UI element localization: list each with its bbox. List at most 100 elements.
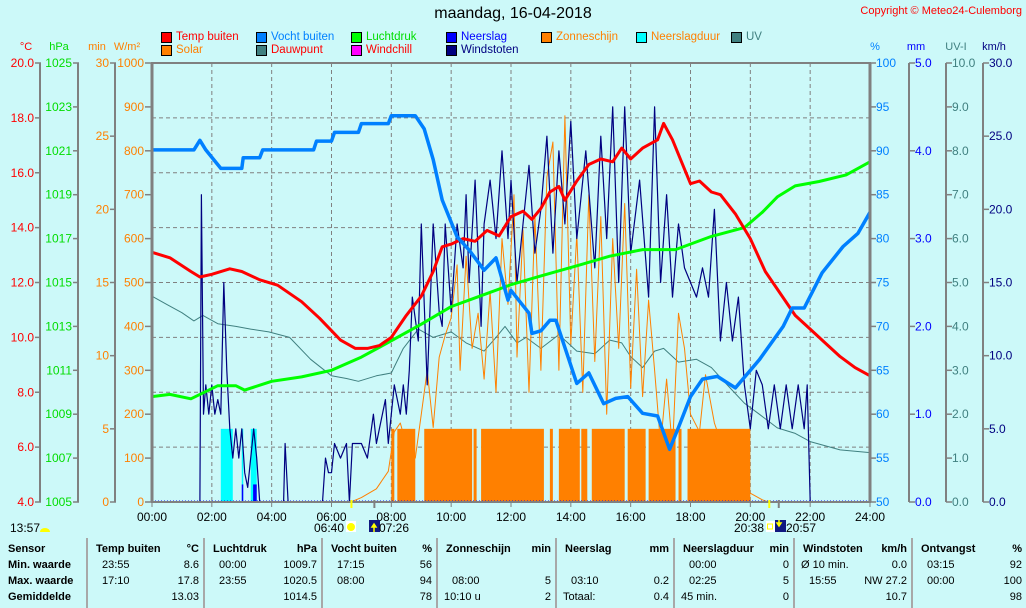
cell-value: NW 27.2 [864,575,907,587]
cell-time: Totaal: [563,591,596,603]
axis-tick-label-humidity: 60 [876,407,890,421]
bar-zonneschijn [549,428,553,502]
legend-item-temp-buiten: Temp buiten [161,31,239,43]
column-unit: min [531,543,551,555]
legend-label: Zonneschijn [556,31,619,43]
bar-zonneschijn [627,428,646,502]
cell-value: 100 [1003,575,1022,587]
bar-zonneschijn [591,428,625,502]
cell-value: 13.03 [171,591,199,603]
column-title: Neerslag [565,543,612,555]
axis-tick-label-uv: 1.0 [952,451,969,465]
bar-zonneschijn [397,428,416,502]
cell-value: 5 [782,575,789,587]
column-header: Neerslagduur min [675,541,793,557]
bar-neerslagduur [250,428,257,502]
legend-swatch [256,44,267,56]
table-row [438,557,555,573]
legend-label: Solar [176,44,203,56]
column-vocht-buiten: Vocht buiten% 17:15 56 08:00 94 78 [323,538,438,608]
table-row: 00:00 100 [913,573,1026,589]
axis-tick-label-temp: 12.0 [11,276,35,290]
sunset-icon [767,523,773,530]
axis-tick-label-wind: 0.0 [989,495,1006,509]
column-neerslag: Neerslag mm 03:10 0.2 Totaal: 0.4 [557,538,675,608]
legend-label: UV [746,31,762,43]
table-row: 03:15 92 [913,557,1026,573]
bar-zonneschijn [558,428,580,502]
cell-value: 98 [1009,591,1022,603]
sunset-label: 20:38 [734,521,764,535]
column-zonneschijn: Zonneschijn min 08:00 5 10:10 u 2 [438,538,557,608]
cell-value: 56 [419,559,432,571]
axis-tick-label-pressure: 1023 [45,100,72,114]
cell-value: 1020.5 [283,575,317,587]
column-title: Luchtdruk [213,543,267,555]
axis-tick-label-rain: 1.0 [915,407,932,421]
moon-icon [775,520,786,532]
bar-neerslag [253,484,257,502]
axis-unit-humidity: % [870,41,880,53]
cell-time: Ø 10 min. [801,559,849,571]
table-row: 17:10 17.8 [88,573,203,589]
axis-tick-label-solar: 800 [124,144,144,158]
table-row: Min. waarde [0,557,86,573]
axis-tick-label-solar: 900 [124,100,144,114]
column-header: Luchtdruk hPa [205,541,321,557]
axis-tick-label-rain: 5.0 [915,56,932,70]
table-row: 1014.5 [205,589,321,605]
axis-tick-label-uv: 0.0 [952,495,969,509]
axis-unit-uv: UV-I [945,41,966,53]
table-row: 78 [323,589,436,605]
axis-tick-label-humidity: 65 [876,363,890,377]
row-label: Max. waarde [8,575,74,587]
axis-tick-label-wind: 25.0 [989,129,1013,143]
cell-value: 0 [782,591,789,603]
row-label: Gemiddelde [8,591,71,603]
cell-time: 08:00 [337,575,365,587]
legend-swatch [256,31,267,43]
bar-zonneschijn [481,428,544,502]
axis-tick-label-humidity: 90 [876,144,890,158]
cell-value: 8.6 [183,559,199,571]
axis-tick-label-humidity: 75 [876,276,890,290]
column-unit: % [1012,543,1022,555]
axis-tick-label-solar: 1000 [117,56,144,70]
x-tick-label: 08:00 [376,510,406,524]
column-unit: min [769,543,789,555]
table-row: 98 [913,589,1026,605]
axis-tick-label-temp: 14.0 [11,221,35,235]
moonset-label: 20:57 [786,521,816,535]
row-label: Min. waarde [8,559,71,571]
axis-tick-label-solar: 200 [124,407,144,421]
legend-swatch [351,44,362,56]
table-row: 10:10 u 2 [438,589,555,605]
x-tick-label: 10:00 [436,510,466,524]
axis-tick-label-minutes: 10 [96,349,110,363]
cell-time: 23:55 [102,559,130,571]
table-row: 02:25 5 [675,573,793,589]
axis-tick-label-uv: 9.0 [952,100,969,114]
cell-time: 03:10 [571,575,599,587]
sun-icon-bg [766,521,775,532]
legend-label: Luchtdruk [366,31,417,43]
x-tick-label: 12:00 [496,510,526,524]
cell-value: 1014.5 [283,591,317,603]
legend-swatch [161,44,172,56]
legend-item-vocht-buiten: Vocht buiten [256,31,334,43]
table-row: 00:00 0 [675,557,793,573]
axis-tick-label-wind: 20.0 [989,202,1013,216]
sun-icon [347,523,355,531]
table-row: Sensor [0,541,86,557]
cell-time: 02:25 [689,575,717,587]
table-row: 08:00 5 [438,573,555,589]
cell-value: 2 [544,591,551,603]
bar-zonneschijn [473,428,477,502]
cell-value: 5 [544,575,551,587]
axis-unit-pressure: hPa [49,41,69,53]
column-header: Vocht buiten% [323,541,436,557]
column-header: Windstoten km/h [795,541,911,557]
copyright-link[interactable]: Copyright © Meteo24-Culemborg [860,5,1022,17]
legend-item-dauwpunt: Dauwpunt [256,44,323,56]
cell-time: 17:15 [337,559,365,571]
